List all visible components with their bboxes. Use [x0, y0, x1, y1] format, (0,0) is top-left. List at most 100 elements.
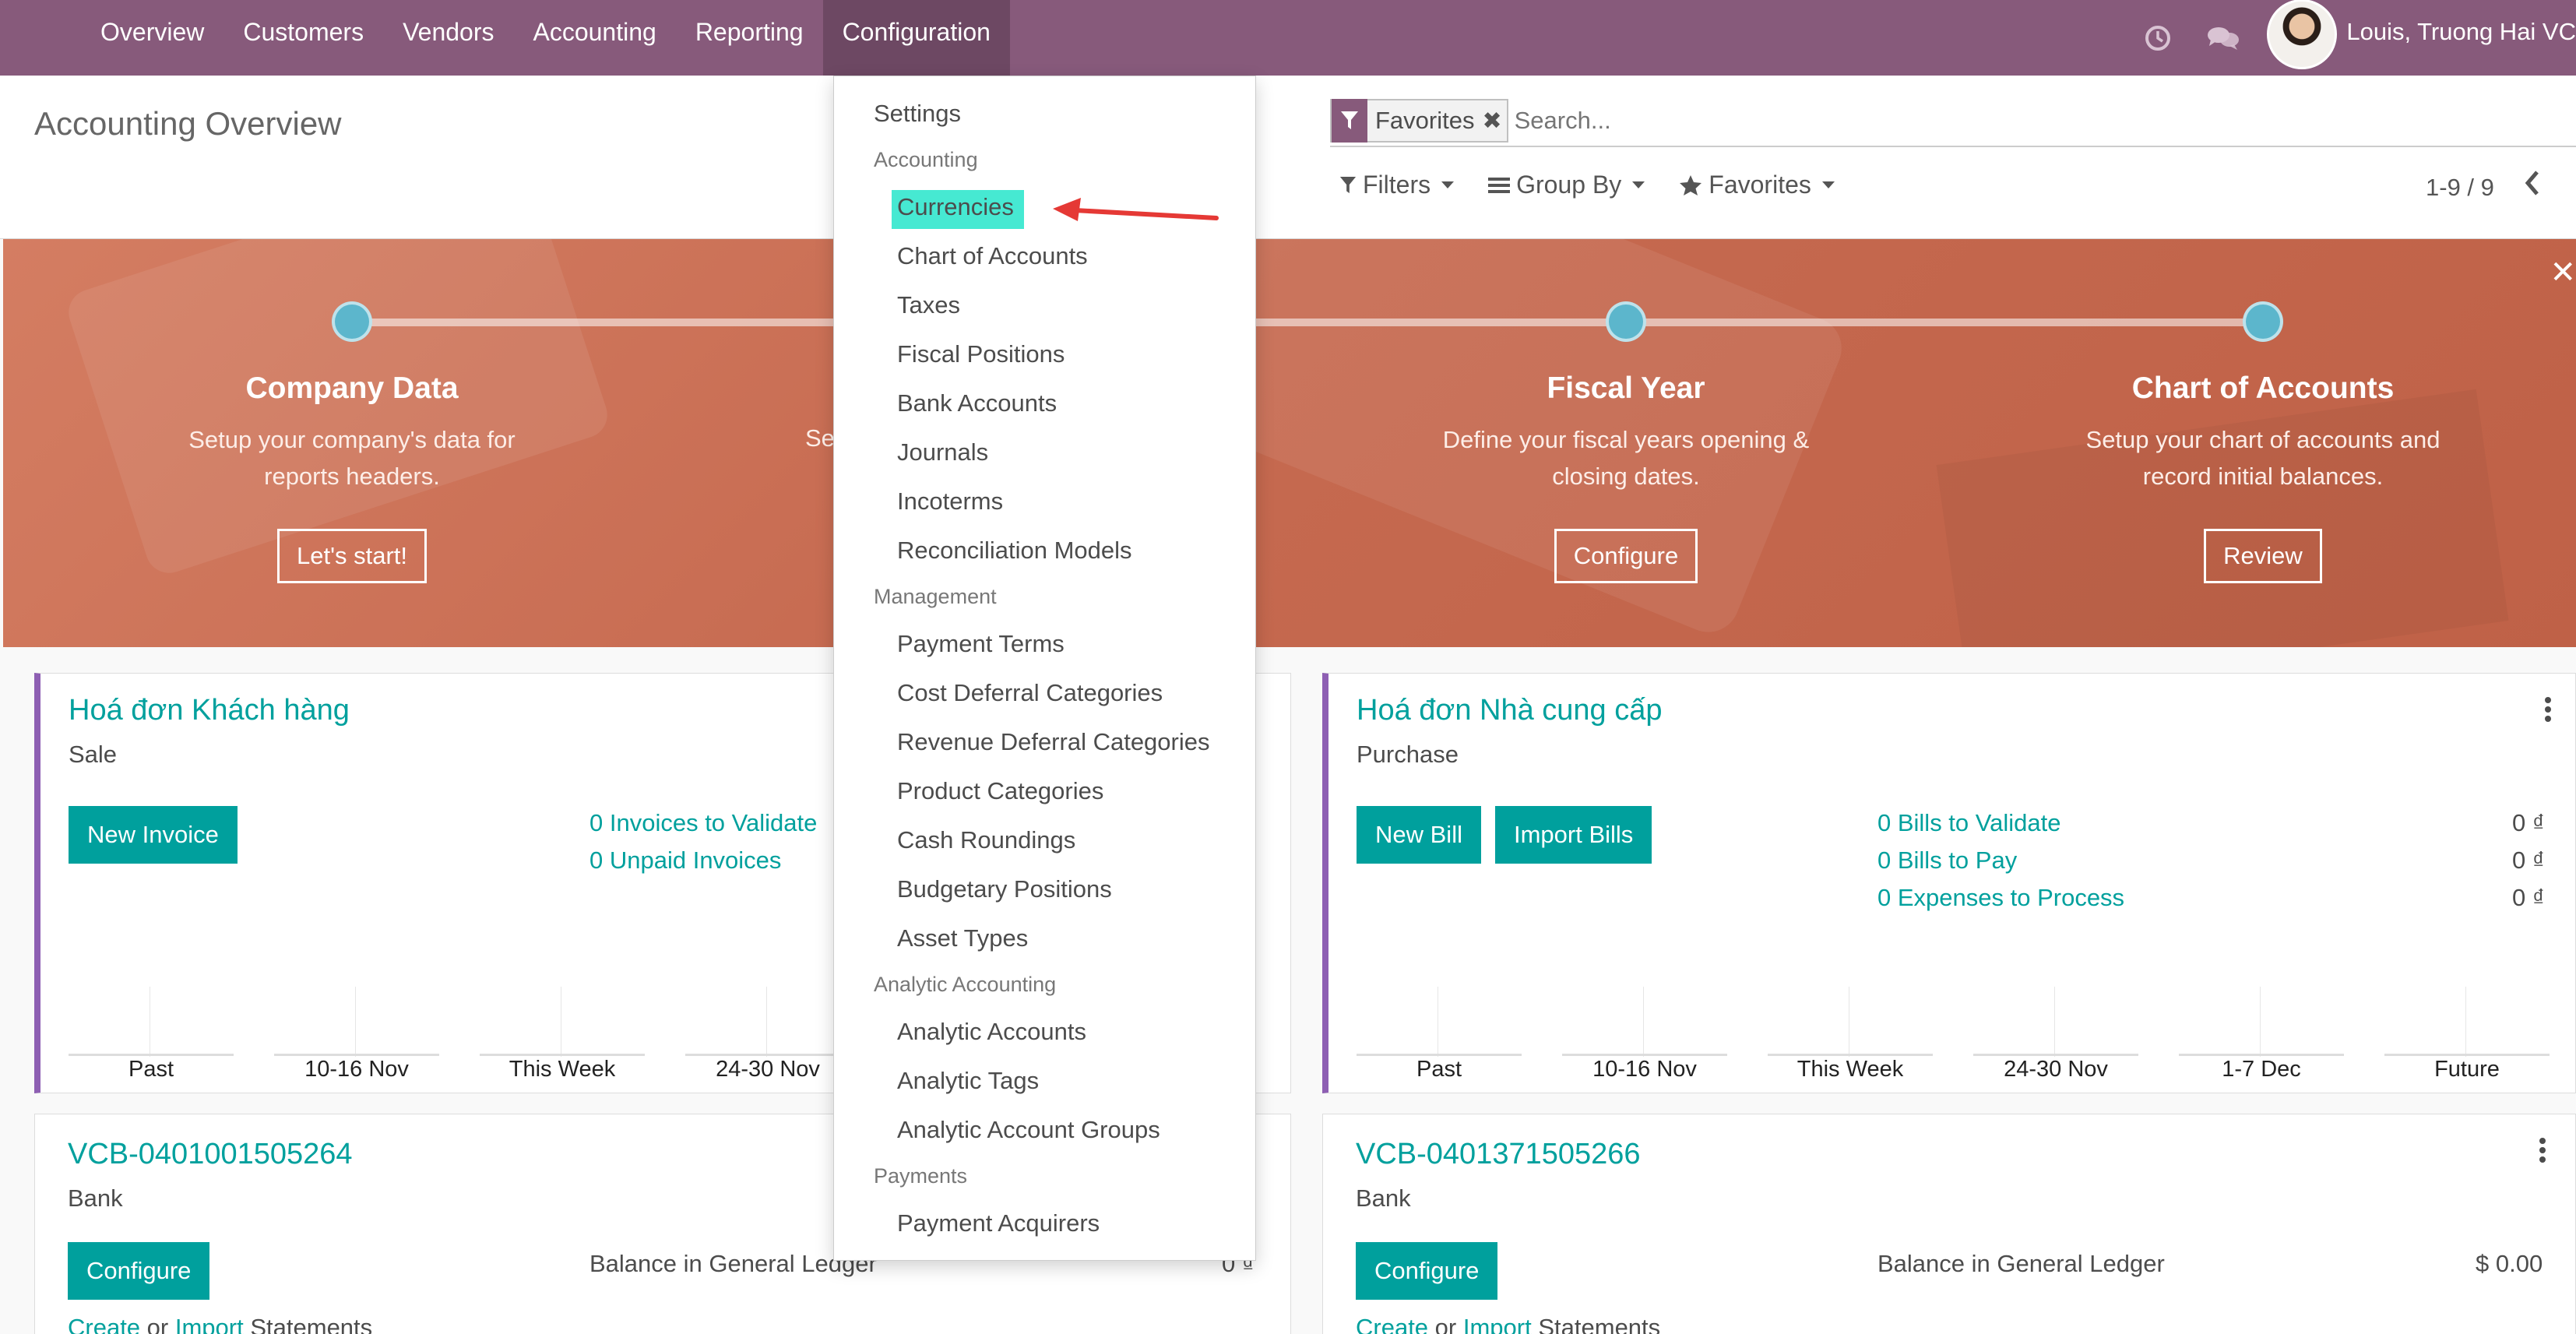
menu-configuration[interactable]: Configuration	[822, 0, 1010, 76]
filters-label: Filters	[1363, 171, 1431, 199]
lets-start-button[interactable]: Let's start!	[276, 529, 428, 583]
menu-reporting[interactable]: Reporting	[695, 18, 804, 46]
systray: Louis, Truong Hai VC	[2125, 0, 2576, 76]
step-title: Fiscal Year	[1547, 371, 1705, 405]
journal-title[interactable]: Hoá đơn Khách hàng	[69, 694, 350, 727]
menu-overview[interactable]: Overview	[100, 18, 205, 46]
groupby-dropdown[interactable]: Group By	[1488, 171, 1645, 199]
journal-card-bank-2: VCB-0401371505266 Bank Configure Balance…	[1322, 1114, 2576, 1334]
create-import-statements: Create or Import Statements	[1356, 1314, 1660, 1334]
user-name[interactable]: Louis, Truong Hai VC	[2346, 17, 2576, 45]
dropdown-item-journals[interactable]: Journals	[897, 438, 989, 466]
or-text: or	[1434, 1314, 1457, 1334]
expenses-to-process-link[interactable]: 0 Expenses to Process	[1877, 884, 2125, 911]
dropdown-item-asset-types[interactable]: Asset Types	[897, 924, 1029, 952]
dropdown-item-revenue-deferral-categories[interactable]: Revenue Deferral Categories	[897, 728, 1210, 755]
dropdown-item-product-categories[interactable]: Product Categories	[897, 777, 1104, 804]
kebab-menu-icon[interactable]	[2545, 697, 2553, 725]
journal-title[interactable]: VCB-0401001505264	[68, 1138, 353, 1170]
create-statement-link[interactable]: Create	[1356, 1314, 1429, 1334]
dropdown-item-taxes[interactable]: Taxes	[897, 291, 960, 319]
dropdown-item-currencies[interactable]: Currencies	[897, 193, 1014, 220]
remove-facet-icon[interactable]: ✖	[1482, 107, 1502, 134]
dropdown-item-analytic-accounts[interactable]: Analytic Accounts	[897, 1018, 1086, 1045]
journal-type: Bank	[68, 1184, 123, 1212]
configure-bank-button[interactable]: Configure	[1356, 1242, 1498, 1300]
or-text: or	[146, 1314, 169, 1334]
groupby-label: Group By	[1516, 171, 1622, 199]
top-navbar: Overview Customers Vendors Accounting Re…	[0, 0, 2576, 76]
amount-value: 0 ₫	[2512, 847, 2545, 874]
control-panel: Accounting Overview Favorites ✖ Filters …	[0, 76, 2576, 239]
import-statement-link[interactable]: Import	[174, 1314, 244, 1334]
star-icon	[1680, 174, 1702, 195]
chart-label: This Week	[1797, 1057, 1904, 1082]
activity-clock-icon[interactable]	[2125, 6, 2191, 70]
create-import-statements: Create or Import Statements	[68, 1314, 372, 1334]
chart-label: 24-30 Nov	[716, 1057, 820, 1082]
dropdown-item-cost-deferral-categories[interactable]: Cost Deferral Categories	[897, 679, 1163, 706]
chart-bar	[274, 1054, 439, 1056]
journal-type: Bank	[1356, 1184, 1411, 1212]
chart-label: Past	[1416, 1057, 1462, 1082]
currencies-highlight	[892, 190, 1024, 229]
unpaid-invoices-link[interactable]: 0 Unpaid Invoices	[589, 847, 782, 874]
review-button[interactable]: Review	[2204, 529, 2322, 583]
dropdown-item-cash-roundings[interactable]: Cash Roundings	[897, 826, 1076, 854]
chart-gridline	[2465, 987, 2466, 1057]
menu-accounting[interactable]: Accounting	[533, 18, 656, 46]
user-avatar[interactable]	[2267, 0, 2338, 69]
dropdown-item-incoterms[interactable]: Incoterms	[897, 487, 1004, 515]
dropdown-item-reconciliation-models[interactable]: Reconciliation Models	[897, 537, 1132, 564]
dropdown-item-budgetary-positions[interactable]: Budgetary Positions	[897, 875, 1112, 903]
configure-fiscal-year-button[interactable]: Configure	[1554, 529, 1698, 583]
chart-gridline	[2260, 987, 2261, 1057]
step-description-partial: Se	[805, 424, 835, 452]
menu-vendors[interactable]: Vendors	[403, 18, 494, 46]
chart-gridline	[1643, 987, 1644, 1057]
favorites-dropdown[interactable]: Favorites	[1679, 171, 1835, 199]
invoices-to-validate-link[interactable]: 0 Invoices to Validate	[589, 809, 818, 836]
chart-label: Past	[128, 1057, 174, 1082]
dropdown-header-payments: Payments	[874, 1164, 968, 1188]
kebab-menu-icon[interactable]	[2539, 1138, 2547, 1166]
create-statement-link[interactable]: Create	[68, 1314, 141, 1334]
chart-label: 24-30 Nov	[2004, 1057, 2108, 1082]
dropdown-item-fiscal-positions[interactable]: Fiscal Positions	[897, 340, 1065, 368]
dropdown-item-payment-terms[interactable]: Payment Terms	[897, 630, 1065, 657]
filter-icon	[1332, 99, 1367, 143]
new-invoice-button[interactable]: New Invoice	[69, 806, 238, 864]
dropdown-item-bank-accounts[interactable]: Bank Accounts	[897, 389, 1057, 417]
import-bills-button[interactable]: Import Bills	[1495, 806, 1652, 864]
chart-bar	[69, 1054, 234, 1056]
chart-bar	[1357, 1054, 1522, 1056]
pager-previous-icon[interactable]	[2523, 169, 2542, 201]
pager-value[interactable]: 1-9 / 9	[2426, 174, 2494, 201]
dropdown-item-analytic-tags[interactable]: Analytic Tags	[897, 1067, 1040, 1094]
bills-to-validate-link[interactable]: 0 Bills to Validate	[1877, 809, 2061, 836]
filters-dropdown[interactable]: Filters	[1339, 171, 1455, 199]
journal-title[interactable]: Hoá đơn Nhà cung cấp	[1357, 694, 1663, 727]
configure-bank-button[interactable]: Configure	[68, 1242, 210, 1300]
new-bill-button[interactable]: New Bill	[1357, 806, 1481, 864]
dropdown-header-accounting: Accounting	[874, 148, 978, 171]
step-dot-company-data	[332, 301, 372, 342]
chart-bar	[480, 1054, 645, 1056]
dropdown-item-chart-of-accounts[interactable]: Chart of Accounts	[897, 242, 1088, 269]
search-bar: Favorites ✖	[1330, 96, 2576, 147]
dropdown-item-payment-acquirers[interactable]: Payment Acquirers	[897, 1209, 1100, 1237]
favorites-label: Favorites	[1709, 171, 1811, 199]
journal-title[interactable]: VCB-0401371505266	[1356, 1138, 1641, 1170]
close-icon[interactable]: ✕	[2550, 255, 2576, 290]
chart-gridline	[355, 987, 356, 1057]
search-input[interactable]	[1514, 99, 2215, 143]
journal-type: Purchase	[1357, 741, 1459, 768]
import-statement-link[interactable]: Import	[1462, 1314, 1532, 1334]
menu-customers[interactable]: Customers	[243, 18, 364, 46]
chat-bubbles-icon[interactable]	[2191, 6, 2256, 70]
chart-bar	[1562, 1054, 1727, 1056]
dropdown-item-analytic-account-groups[interactable]: Analytic Account Groups	[897, 1116, 1160, 1143]
step-description: Setup your chart of accounts and record i…	[2085, 426, 2441, 490]
dropdown-item-settings[interactable]: Settings	[874, 100, 962, 127]
bills-to-pay-link[interactable]: 0 Bills to Pay	[1877, 847, 2018, 874]
